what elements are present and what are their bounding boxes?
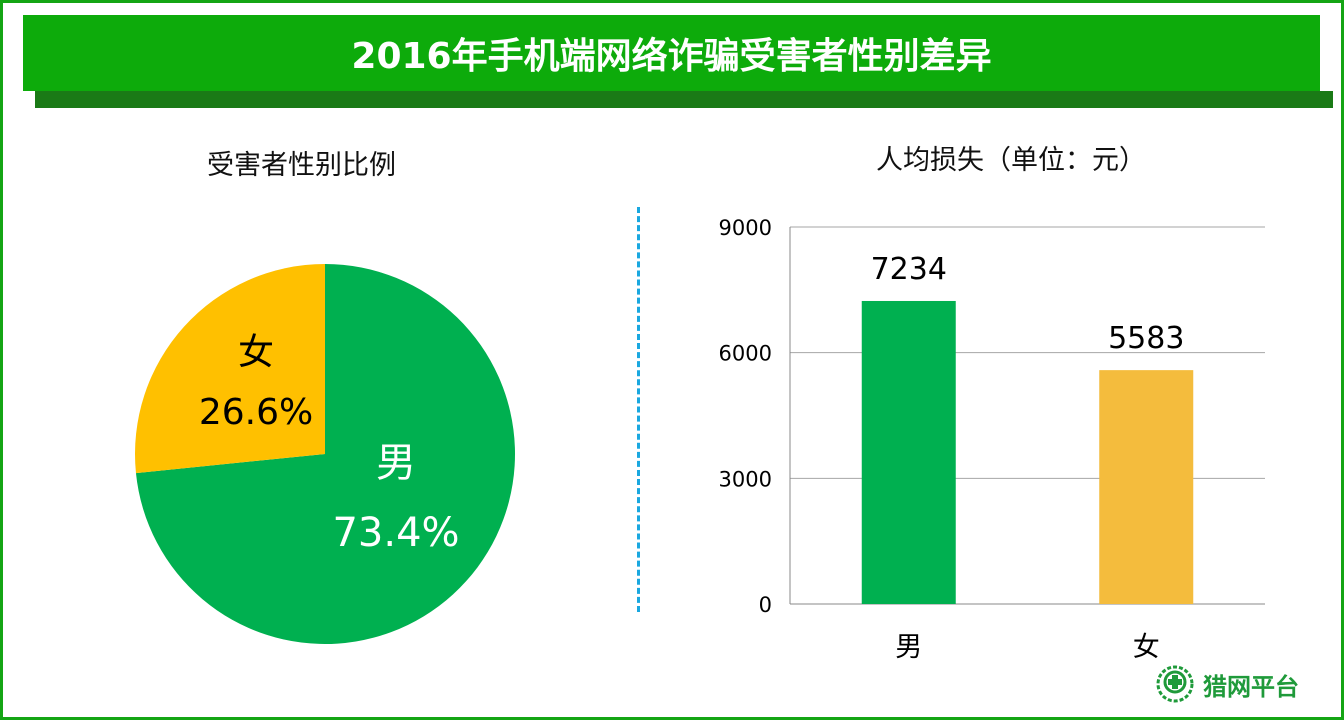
pie-slice-female [134,264,325,474]
title-shadow [35,91,1333,108]
y-tick-label: 0 [759,593,772,617]
pie-label-female: 女 [238,332,274,373]
divider [637,207,640,612]
laurel-cross-icon [1156,665,1194,703]
bar-title: 人均损失（单位：元） [876,145,1146,176]
pie-value-female: 26.6% [199,392,313,433]
bar-1 [1099,370,1194,604]
y-tick-label: 9000 [719,216,772,240]
pie-label-male: 男 [376,440,416,486]
x-tick-label: 男 [895,632,922,663]
pie-value-male: 73.4% [332,510,459,556]
pie-slice-male [135,264,516,644]
y-tick-label: 3000 [719,467,772,491]
brand-logo: 猎网平台 [1155,664,1299,704]
x-tick-label: 女 [1133,632,1160,663]
page-title: 2016年手机端网络诈骗受害者性别差异 [23,15,1320,91]
bar-value-label: 7234 [871,252,947,287]
bar-value-label: 5583 [1108,321,1184,356]
pie-title: 受害者性别比例 [207,150,396,181]
bar-0 [861,300,956,604]
brand-name: 猎网平台 [1203,672,1299,701]
y-tick-label: 6000 [719,342,772,366]
